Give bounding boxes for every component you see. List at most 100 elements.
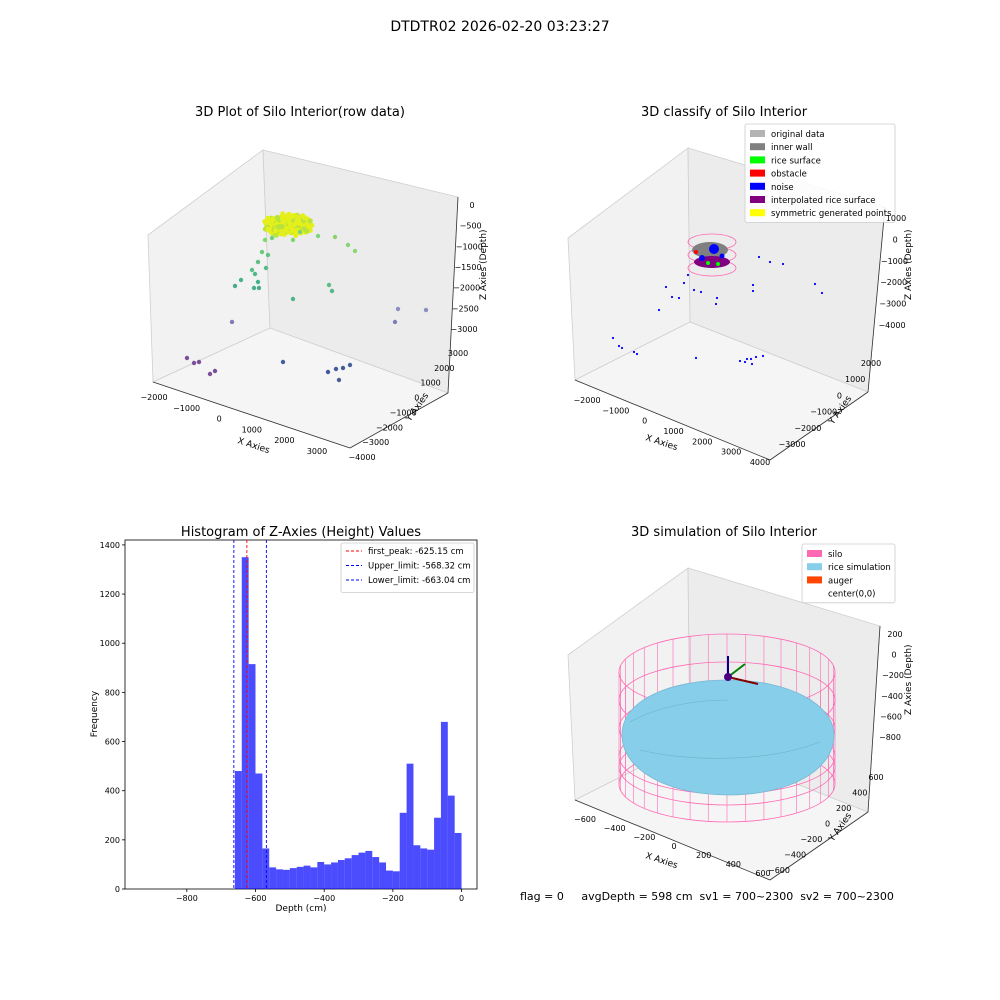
sim-x-tick: 400 [726, 860, 741, 869]
raw-point [252, 271, 258, 277]
hist-bar [317, 861, 325, 889]
panel-simulation-3d: 3D simulation of Silo Interior silo rice … [567, 525, 914, 881]
raw-point [229, 319, 235, 325]
sim-z-tick: 0 [891, 651, 896, 660]
sim-y-tick: 200 [836, 804, 851, 813]
raw-z-label: Z Axies (Depth) [479, 229, 489, 300]
classify-noise-point [768, 260, 772, 264]
raw-point [265, 215, 271, 221]
sim-z-ticks: 200 0 −200 −400 −600 −800 [879, 630, 904, 742]
hist-bar [303, 865, 311, 889]
raw-point [249, 267, 255, 273]
figure-title: DTDTR02 2026-02-20 03:23:27 [390, 19, 609, 35]
classify-legend-label: interpolated rice surface [771, 196, 876, 206]
hist-bar [351, 855, 359, 889]
raw-x-ticks: −2000 −1000 0 1000 2000 3000 [140, 393, 327, 456]
hist-y-tick: 200 [105, 836, 120, 845]
classify-noise-point [751, 289, 755, 293]
sim-z-label: Z Axies (Depth) [904, 644, 914, 715]
hist-x-tick: −800 [176, 894, 198, 903]
raw-x-tick: 2000 [274, 436, 294, 445]
hist-title: Histogram of Z-Axies (Height) Values [181, 525, 421, 540]
hist-bar [399, 812, 407, 889]
raw-point [345, 242, 351, 248]
hist-x-label: Depth (cm) [275, 904, 326, 914]
raw-point [196, 359, 202, 365]
raw-point [270, 216, 276, 222]
classify-noise-point [699, 290, 703, 294]
raw-x-tick: 1000 [242, 425, 262, 434]
classify-x-tick: −2000 [573, 396, 600, 405]
hist-x-ticks: −800 −600 −400 −200 0 [176, 889, 464, 903]
classify-noise-point [611, 336, 615, 340]
classify-panel-title: 3D classify of Silo Interior [641, 105, 808, 120]
hist-bar [234, 771, 242, 889]
raw-y-tick: −2000 [376, 423, 403, 432]
classify-y-tick: 1000 [845, 375, 865, 384]
raw-point [238, 277, 244, 283]
raw-point [307, 218, 313, 224]
classify-legend-label: inner wall [771, 143, 812, 153]
raw-x-label: X Axies [236, 436, 271, 456]
hist-bar [255, 773, 263, 889]
sim-legend-swatch [807, 563, 822, 571]
classify-z-ticks: 1000 0 −1000 −2000 −3000 −4000 [878, 214, 907, 330]
hist-bar [310, 867, 318, 889]
raw-point [325, 369, 331, 375]
raw-y-tick: 2000 [434, 364, 454, 373]
raw-point [336, 377, 342, 383]
raw-z-tick: −1000 [456, 242, 483, 251]
hist-bar [392, 871, 400, 889]
raw-point [340, 365, 346, 371]
sim-legend-label: auger [828, 576, 853, 586]
classify-noise-point [657, 308, 661, 312]
raw-point [290, 237, 296, 243]
classify-z-tick: −3000 [879, 300, 906, 309]
raw-point [265, 226, 271, 232]
raw-point [326, 282, 332, 288]
raw-point [191, 360, 197, 366]
raw-z-tick: −2000 [453, 284, 480, 293]
sim-y-tick: 600 [868, 773, 883, 782]
classify-z-tick: 1000 [886, 214, 906, 223]
hist-bar [358, 852, 366, 889]
classify-y-tick: −2000 [794, 424, 821, 433]
raw-x-tick: −1000 [173, 404, 200, 413]
hist-bar [454, 832, 462, 889]
classify-noise-point [820, 291, 824, 295]
sim-z-tick: −800 [879, 733, 901, 742]
classify-x-tick: 0 [642, 417, 647, 426]
raw-point [281, 218, 287, 225]
classify-noise-point [813, 282, 817, 286]
raw-x-tick: −2000 [140, 393, 167, 402]
classify-legend-label: rice surface [771, 156, 821, 166]
classify-y-tick: −1000 [810, 408, 837, 417]
classify-noise-point [751, 283, 755, 287]
classify-legend-label: original data [771, 130, 825, 140]
hist-x-tick: −400 [313, 894, 335, 903]
hist-y-tick: 600 [105, 738, 120, 747]
classify-noise-point [682, 281, 686, 285]
hist-reference-lines [233, 540, 267, 889]
raw-point [232, 283, 238, 289]
raw-y-tick: −3000 [362, 438, 389, 447]
raw-point [262, 237, 268, 243]
classify-x-label: X Axies [644, 433, 679, 453]
classify-x-tick: 1000 [663, 427, 683, 436]
classify-x-tick: 3000 [721, 448, 741, 457]
status-line: flag = 0 avgDepth = 598 cm sv1 = 700~230… [520, 890, 894, 903]
classify-noise-point [620, 346, 624, 350]
panel-classify-3d: 3D classify of Silo Interior original da… [567, 105, 914, 467]
hist-bar [337, 859, 345, 889]
sim-legend-swatch [807, 589, 822, 597]
raw-y-tick: 3000 [448, 349, 468, 358]
classify-z-tick: 0 [893, 235, 898, 244]
raw-point [294, 217, 300, 223]
sim-panel-title: 3D simulation of Silo Interior [631, 525, 818, 540]
sim-legend: silo rice simulation auger center(0,0) [801, 543, 896, 604]
classify-noise-point [750, 362, 754, 366]
classify-legend-label: noise [771, 183, 794, 193]
classify-noise-point [754, 355, 758, 359]
sim-y-tick: −200 [800, 835, 822, 844]
